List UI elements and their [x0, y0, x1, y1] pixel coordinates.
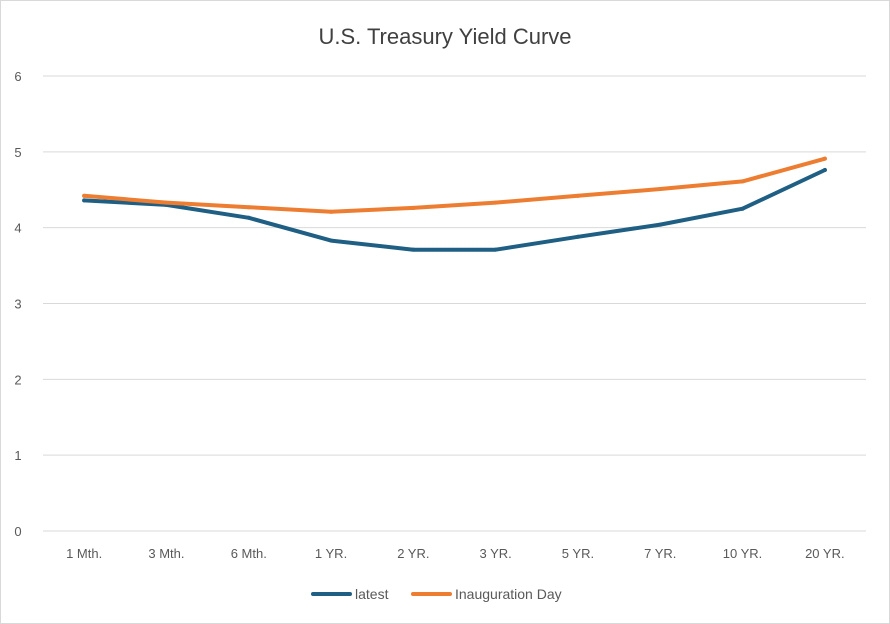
x-axis-ticks: 1 Mth. 3 Mth. 6 Mth. 1 YR. 2 YR. 3 YR. 5 YR. 7 … [66, 546, 845, 561]
series-line-inauguration-day [82, 156, 827, 214]
data-point [493, 247, 498, 252]
series-lines [82, 156, 827, 252]
data-point [246, 205, 251, 210]
x-tick-label: 6 Mth. [231, 546, 267, 561]
y-tick-label: 1 [14, 448, 21, 463]
data-point [740, 179, 745, 184]
x-tick-label: 7 YR. [644, 546, 676, 561]
chart-title: U.S. Treasury Yield Curve [318, 24, 571, 49]
x-tick-label: 3 Mth. [148, 546, 184, 561]
data-point [164, 200, 169, 205]
y-tick-label: 5 [14, 145, 21, 160]
legend: latest Inauguration Day [311, 586, 562, 602]
x-tick-label: 1 Mth. [66, 546, 102, 561]
y-tick-label: 2 [14, 372, 21, 387]
y-tick-label: 6 [14, 69, 21, 84]
data-point [82, 198, 87, 203]
x-tick-label: 10 YR. [723, 546, 763, 561]
legend-label: latest [355, 586, 389, 602]
gridlines [43, 75, 866, 532]
y-tick-label: 4 [14, 221, 21, 236]
data-point [740, 206, 745, 211]
y-axis-ticks: 0 1 2 3 4 5 6 [14, 69, 21, 539]
data-point [246, 215, 251, 220]
data-point [822, 168, 827, 173]
data-point [575, 234, 580, 239]
series-line-latest [82, 168, 827, 252]
x-tick-label: 5 YR. [562, 546, 594, 561]
legend-label: Inauguration Day [455, 586, 562, 602]
data-point [329, 238, 334, 243]
data-point [822, 156, 827, 161]
x-tick-label: 2 YR. [397, 546, 429, 561]
data-point [411, 247, 416, 252]
data-point [329, 209, 334, 214]
y-tick-label: 0 [14, 524, 21, 539]
data-point [575, 193, 580, 198]
data-point [493, 200, 498, 205]
data-point [82, 193, 87, 198]
x-tick-label: 1 YR. [315, 546, 347, 561]
data-point [411, 205, 416, 210]
data-point [658, 222, 663, 227]
x-tick-label: 20 YR. [805, 546, 845, 561]
x-tick-label: 3 YR. [480, 546, 512, 561]
y-tick-label: 3 [14, 297, 21, 312]
data-point [658, 186, 663, 191]
